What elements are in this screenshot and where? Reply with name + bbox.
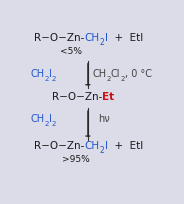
Text: I: I — [105, 141, 108, 151]
Text: I: I — [49, 69, 52, 79]
Text: 2: 2 — [44, 120, 49, 126]
Text: 2: 2 — [100, 145, 105, 154]
Text: CH: CH — [85, 141, 100, 151]
Text: 2: 2 — [52, 120, 56, 126]
Text: , 0 °C: , 0 °C — [125, 69, 152, 79]
Text: +  EtI: + EtI — [108, 141, 143, 151]
Text: +  EtI: + EtI — [108, 33, 143, 43]
Text: Cl: Cl — [111, 69, 120, 79]
Text: 2: 2 — [44, 76, 49, 82]
Text: 2: 2 — [100, 38, 105, 47]
Text: CH: CH — [85, 33, 100, 43]
Text: <5%: <5% — [60, 47, 82, 55]
Text: R−O−Zn-: R−O−Zn- — [52, 91, 102, 101]
Text: CH: CH — [92, 69, 106, 79]
Text: CH: CH — [30, 69, 44, 79]
Text: I: I — [49, 113, 52, 123]
Text: R−O−Zn-: R−O−Zn- — [34, 33, 85, 43]
Text: I: I — [105, 33, 108, 43]
Text: R−O−Zn-: R−O−Zn- — [34, 141, 85, 151]
Text: 2: 2 — [106, 76, 111, 82]
Text: 2: 2 — [52, 76, 56, 82]
Text: CH: CH — [30, 113, 44, 123]
Text: 2: 2 — [120, 76, 125, 82]
Text: >95%: >95% — [61, 154, 89, 163]
Text: hν: hν — [98, 113, 110, 123]
Text: Et: Et — [102, 91, 114, 101]
